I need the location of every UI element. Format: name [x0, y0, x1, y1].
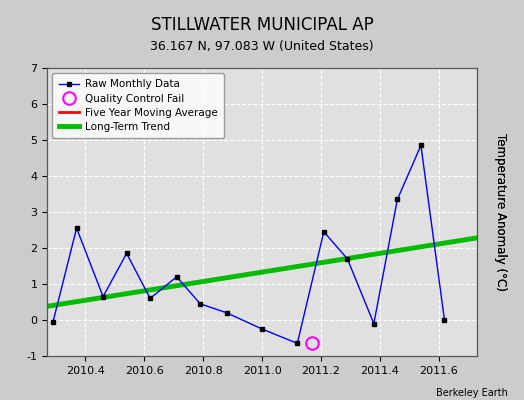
Y-axis label: Temperature Anomaly (°C): Temperature Anomaly (°C): [494, 133, 507, 291]
Line: Raw Monthly Data: Raw Monthly Data: [51, 143, 447, 346]
Raw Monthly Data: [321, 230, 327, 234]
Raw Monthly Data: [259, 326, 265, 331]
Raw Monthly Data: [73, 226, 80, 230]
Text: STILLWATER MUNICIPAL AP: STILLWATER MUNICIPAL AP: [150, 16, 374, 34]
Legend: Raw Monthly Data, Quality Control Fail, Five Year Moving Average, Long-Term Tren: Raw Monthly Data, Quality Control Fail, …: [52, 73, 224, 138]
Raw Monthly Data: [173, 274, 180, 279]
Text: 36.167 N, 97.083 W (United States): 36.167 N, 97.083 W (United States): [150, 40, 374, 53]
Y-axis label: Temperature Anomaly (°C): Temperature Anomaly (°C): [494, 133, 507, 291]
Raw Monthly Data: [50, 319, 56, 324]
Raw Monthly Data: [394, 197, 400, 202]
Raw Monthly Data: [224, 310, 230, 315]
Raw Monthly Data: [124, 251, 130, 256]
Raw Monthly Data: [100, 294, 106, 299]
Raw Monthly Data: [344, 256, 351, 261]
Raw Monthly Data: [418, 143, 424, 148]
Raw Monthly Data: [441, 318, 447, 322]
Raw Monthly Data: [370, 321, 377, 326]
Raw Monthly Data: [197, 302, 203, 306]
Text: Berkeley Earth: Berkeley Earth: [436, 388, 508, 398]
Raw Monthly Data: [147, 296, 154, 301]
Raw Monthly Data: [294, 341, 300, 346]
